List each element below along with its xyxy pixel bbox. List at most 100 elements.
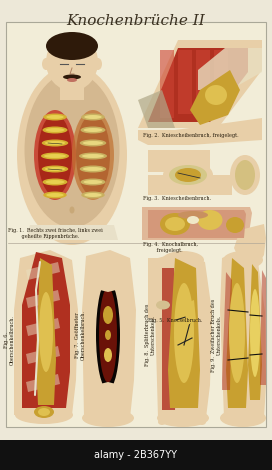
Polygon shape — [162, 268, 178, 410]
Polygon shape — [138, 90, 175, 128]
Ellipse shape — [169, 165, 207, 185]
Polygon shape — [60, 80, 84, 100]
Ellipse shape — [175, 168, 201, 182]
Ellipse shape — [235, 160, 255, 190]
Ellipse shape — [38, 114, 72, 196]
Ellipse shape — [38, 408, 50, 416]
Ellipse shape — [250, 289, 260, 377]
Polygon shape — [96, 382, 120, 392]
Polygon shape — [155, 252, 212, 418]
Ellipse shape — [158, 419, 166, 425]
Ellipse shape — [195, 306, 205, 314]
Ellipse shape — [43, 191, 67, 198]
Ellipse shape — [104, 348, 112, 362]
Polygon shape — [26, 290, 60, 308]
Text: Fig. 4.  Knochalbruch,
         freigelegt.: Fig. 4. Knochalbruch, freigelegt. — [143, 242, 198, 253]
Polygon shape — [260, 270, 266, 385]
Polygon shape — [138, 40, 262, 128]
Polygon shape — [226, 258, 248, 408]
Polygon shape — [196, 50, 210, 110]
Ellipse shape — [220, 409, 266, 427]
Polygon shape — [22, 252, 70, 408]
Ellipse shape — [165, 217, 185, 231]
Ellipse shape — [83, 167, 103, 171]
Text: Fig. 5.  Knocselbruch.: Fig. 5. Knocselbruch. — [148, 318, 202, 323]
Ellipse shape — [81, 179, 106, 186]
Polygon shape — [96, 278, 120, 292]
Polygon shape — [148, 290, 204, 325]
Ellipse shape — [15, 406, 73, 424]
Ellipse shape — [94, 58, 102, 70]
Ellipse shape — [45, 128, 64, 132]
Polygon shape — [148, 150, 210, 172]
Text: Fig. 8.  Splitterbruch des
Unterschenkels.: Fig. 8. Splitterbruch des Unterschenkels… — [145, 304, 155, 366]
Ellipse shape — [42, 179, 67, 186]
Ellipse shape — [226, 217, 244, 233]
Bar — [0, 440, 272, 470]
Ellipse shape — [83, 141, 103, 145]
Text: Fig. 7.  Geöffneter
Oberschenkelbruch.: Fig. 7. Geöffneter Oberschenkelbruch. — [75, 310, 85, 360]
Ellipse shape — [223, 251, 263, 269]
Ellipse shape — [163, 161, 213, 189]
Ellipse shape — [24, 72, 119, 227]
Ellipse shape — [174, 283, 194, 383]
Ellipse shape — [84, 180, 103, 184]
Ellipse shape — [44, 154, 66, 158]
Text: Fig. 3.  Kniescheibenbruch.: Fig. 3. Kniescheibenbruch. — [143, 196, 211, 201]
Polygon shape — [160, 50, 174, 118]
Text: Knochenbrüche II: Knochenbrüche II — [67, 14, 205, 28]
Ellipse shape — [82, 154, 104, 158]
Polygon shape — [82, 250, 136, 418]
Ellipse shape — [81, 191, 105, 198]
Polygon shape — [26, 262, 60, 280]
Polygon shape — [26, 346, 60, 364]
Ellipse shape — [162, 251, 204, 269]
Ellipse shape — [178, 419, 186, 425]
Ellipse shape — [76, 114, 110, 196]
Polygon shape — [182, 300, 196, 325]
Polygon shape — [222, 272, 232, 390]
Ellipse shape — [84, 128, 103, 132]
Ellipse shape — [46, 32, 98, 60]
Polygon shape — [142, 207, 252, 240]
Ellipse shape — [81, 126, 106, 133]
Ellipse shape — [42, 58, 50, 70]
Ellipse shape — [42, 140, 68, 147]
Polygon shape — [148, 258, 178, 310]
Ellipse shape — [45, 141, 65, 145]
Ellipse shape — [99, 288, 117, 383]
Ellipse shape — [81, 113, 105, 120]
Ellipse shape — [46, 33, 98, 91]
Ellipse shape — [229, 283, 245, 383]
Polygon shape — [148, 48, 248, 122]
Ellipse shape — [84, 193, 102, 197]
Polygon shape — [168, 258, 200, 408]
Ellipse shape — [160, 213, 190, 235]
Ellipse shape — [17, 65, 127, 245]
Ellipse shape — [34, 110, 76, 200]
Ellipse shape — [197, 210, 222, 230]
Ellipse shape — [205, 85, 227, 105]
Ellipse shape — [103, 306, 113, 324]
Ellipse shape — [178, 211, 208, 219]
Polygon shape — [26, 318, 60, 336]
Text: Fig. 1.  Rechts zwei frische, links zwei
         geheilte Rippenbrüche.: Fig. 1. Rechts zwei frische, links zwei … — [8, 228, 103, 239]
Ellipse shape — [105, 330, 111, 340]
Polygon shape — [234, 224, 266, 270]
Polygon shape — [198, 48, 262, 90]
Ellipse shape — [84, 115, 102, 119]
Ellipse shape — [82, 409, 134, 427]
Ellipse shape — [80, 165, 106, 172]
Polygon shape — [214, 50, 228, 106]
Ellipse shape — [46, 115, 64, 119]
Ellipse shape — [187, 216, 199, 224]
Ellipse shape — [45, 180, 64, 184]
Polygon shape — [14, 250, 78, 415]
Polygon shape — [26, 225, 118, 240]
Ellipse shape — [42, 165, 68, 172]
Ellipse shape — [96, 280, 120, 390]
Ellipse shape — [34, 406, 54, 418]
Polygon shape — [220, 252, 266, 418]
Text: Fig. 6.
Oberschenkelbruch.: Fig. 6. Oberschenkelbruch. — [4, 315, 14, 365]
Ellipse shape — [188, 419, 196, 425]
